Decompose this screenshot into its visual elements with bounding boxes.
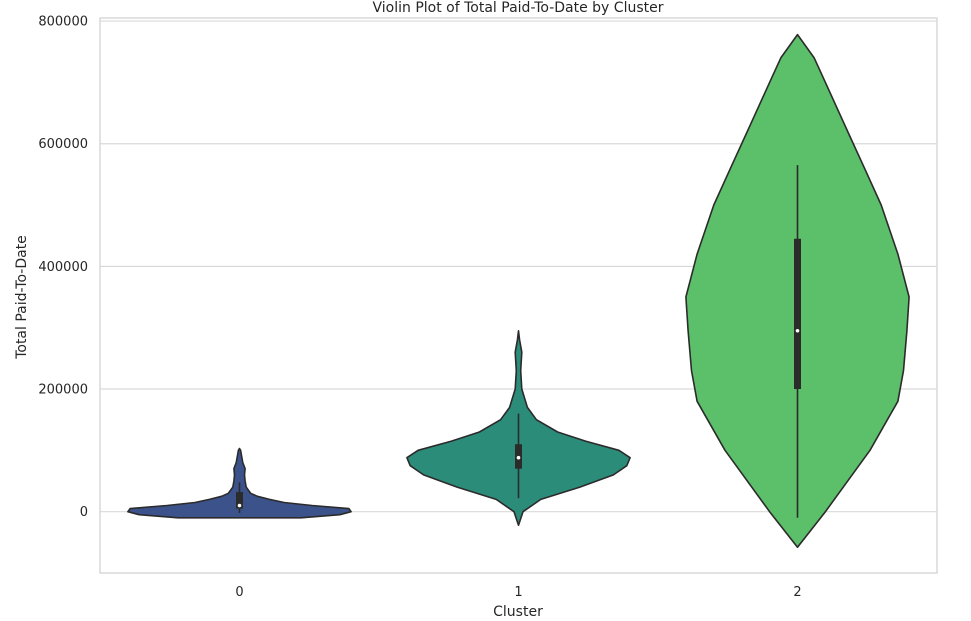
y-tick-label: 400000 (38, 260, 88, 275)
iqr-box (794, 238, 801, 390)
x-ticks: 0 1 2 (235, 585, 801, 600)
chart-title: Violin Plot of Total Paid-To-Date by Clu… (373, 0, 664, 16)
y-tick-label: 0 (80, 505, 88, 520)
y-tick-label: 800000 (38, 15, 88, 30)
x-tick-label: 1 (514, 585, 522, 600)
iqr-box (236, 492, 243, 509)
median-point (795, 328, 800, 333)
median-point (237, 503, 242, 508)
violins (127, 33, 910, 548)
y-tick-label: 600000 (38, 137, 88, 152)
y-tick-label: 200000 (38, 383, 88, 398)
y-axis-label: Total Paid-To-Date (14, 235, 30, 360)
x-axis-label: Cluster (493, 604, 543, 620)
y-ticks: 0 200000 400000 600000 800000 (38, 15, 88, 521)
median-point (516, 455, 521, 460)
x-tick-label: 2 (793, 585, 801, 600)
x-tick-label: 0 (235, 585, 243, 600)
